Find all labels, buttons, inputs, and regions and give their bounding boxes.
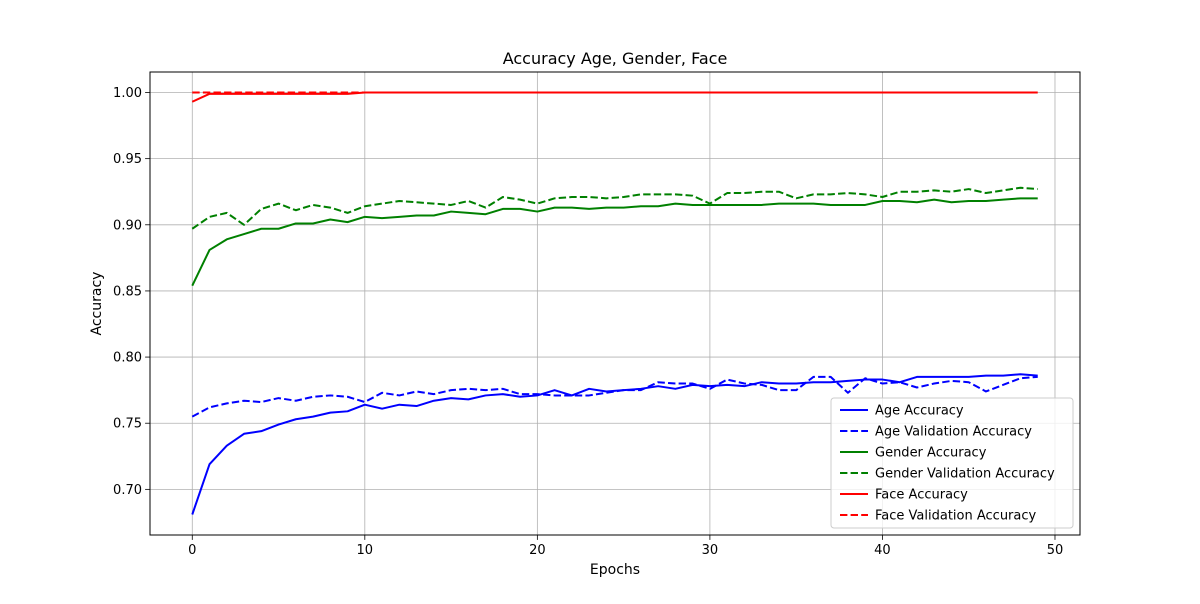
- legend-entry-label: Face Accuracy: [875, 488, 968, 503]
- y-tick-label: 0.70: [113, 483, 142, 498]
- plot-area-frame: [149, 71, 1081, 536]
- x-tick-label: 10: [357, 543, 374, 558]
- data-series: [191, 91, 1038, 515]
- series-line-gender-accuracy: [191, 197, 1038, 287]
- legend-entry-label: Gender Validation Accuracy: [875, 467, 1055, 482]
- y-tick-label: 0.85: [113, 284, 142, 299]
- x-tick-label: 40: [874, 543, 891, 558]
- x-tick-label: 0: [188, 543, 196, 558]
- legend-entry-label: Age Validation Accuracy: [875, 425, 1032, 440]
- y-tick-label: 0.75: [113, 417, 142, 432]
- y-tick-label: 0.95: [113, 152, 142, 167]
- legend-box: [830, 397, 1074, 529]
- series-line-age-validation-accuracy: [191, 375, 1038, 418]
- x-axis-label: Epochs: [590, 562, 640, 578]
- legend: Age Accuracy Age Validation Accuracy Gende…: [830, 397, 1074, 529]
- legend-entry-label: Gender Accuracy: [875, 446, 987, 461]
- y-axis-label: Accuracy: [89, 272, 105, 336]
- legend-entry-label: Age Accuracy: [875, 404, 964, 419]
- y-tick-label: 0.80: [113, 351, 142, 366]
- y-tick-label: 0.90: [113, 218, 142, 233]
- chart-title: Accuracy Age, Gender, Face: [503, 49, 728, 68]
- series-line-gender-validation-accuracy: [191, 186, 1038, 230]
- x-tick-label: 30: [702, 543, 719, 558]
- y-axis-ticks: 0.70 0.75 0.80 0.85 0.90 0.95 1.00: [113, 86, 150, 498]
- x-tick-label: 50: [1047, 543, 1064, 558]
- y-tick-label: 1.00: [113, 86, 142, 101]
- x-tick-label: 20: [529, 543, 546, 558]
- x-axis-ticks: 0 10 20 30 40 50: [188, 535, 1063, 558]
- legend-entry-label: Face Validation Accuracy: [875, 509, 1037, 524]
